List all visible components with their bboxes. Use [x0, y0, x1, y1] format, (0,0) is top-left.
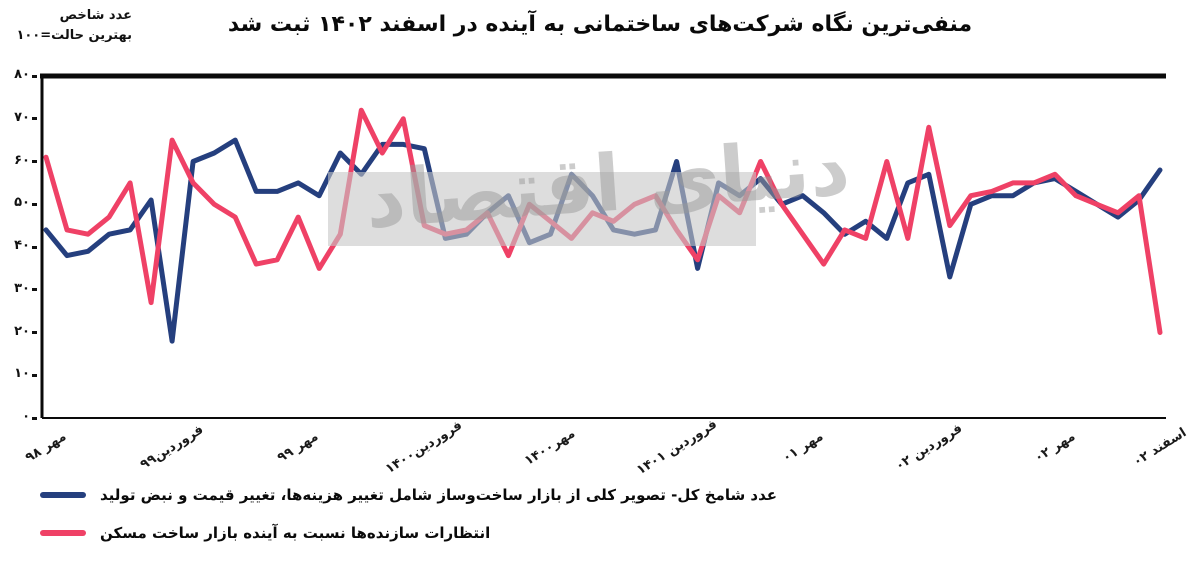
y-tick-label: ۰ [22, 409, 30, 424]
y-tick-mark [32, 416, 37, 420]
plot-area: دنیای اقتصاد ۰ ۱۰ ۲۰ ۳۰ ۴۰ ۵۰ ۶۰ ۷۰ ۸۰ مهر ۹۸ فرور… [14, 67, 1189, 478]
y-tick-mark [32, 74, 37, 78]
x-tick-label: مهر ۰۲ [1031, 429, 1078, 466]
x-tick-label: اسفند ۰۲ [1130, 425, 1190, 470]
x-tick-label: مهر ۰۱ [779, 429, 826, 466]
y-tick-mark [32, 373, 37, 377]
y-tick-label: ۱۰ [14, 366, 30, 382]
y-tick-label: ۶۰ [14, 152, 30, 168]
line-chart-svg [40, 73, 1166, 419]
legend-label-expectations: انتظارات سازنده‌ها نسبت به آینده بازار س… [100, 524, 491, 542]
y-tick-mark [32, 245, 37, 249]
y-tick-mark [32, 288, 37, 292]
legend-item-expectations: انتظارات سازنده‌ها نسبت به آینده بازار س… [40, 520, 777, 546]
series-line-shamekh-total [43, 137, 1163, 344]
y-tick-label: ۵۰ [14, 195, 30, 211]
chart-title: منفی‌ترین نگاه شرکت‌های ساختمانی به آیند… [227, 12, 973, 37]
x-tick-label: فروردین ۱۴۰۱ [633, 416, 720, 479]
y-tick-label: ۸۰ [14, 67, 30, 82]
x-tick-label: فروردین ۰۲ [892, 421, 965, 474]
legend: عدد شامخ کل- تصویر کلی از بازار ساخت‌وسا… [40, 482, 777, 558]
y-tick-label: ۳۰ [14, 280, 30, 296]
legend-line-swatch-blue [40, 492, 86, 498]
legend-label-shamekh-total: عدد شامخ کل- تصویر کلی از بازار ساخت‌وسا… [100, 486, 778, 504]
y-tick-mark [32, 202, 37, 206]
y-tick-mark [32, 160, 37, 163]
y-tick-label: ۴۰ [14, 238, 30, 253]
y-axis-unit-note: عدد شاخص بهترین حالت=۱۰۰ [10, 6, 132, 46]
x-tick-label: فروردین۱۴۰۰ [383, 418, 466, 477]
series-line-expectations [43, 107, 1163, 335]
y-tick-label: ۷۰ [14, 109, 30, 125]
x-tick-label: مهر ۹۹ [275, 429, 322, 466]
x-tick-label: مهر۱۴۰۰ [522, 426, 579, 469]
x-tick-label: فروردین۹۹ [137, 422, 207, 473]
legend-item-shamekh-total: عدد شامخ کل- تصویر کلی از بازار ساخت‌وسا… [40, 482, 777, 508]
y-tick-mark [32, 117, 37, 121]
y-tick-mark [32, 331, 37, 334]
y-axis-unit-line1: عدد شاخص [59, 8, 132, 23]
y-tick-label: ۲۰ [14, 323, 30, 339]
legend-line-swatch-pink [40, 530, 86, 536]
y-axis-unit-line2: بهترین حالت=۱۰۰ [16, 28, 132, 44]
